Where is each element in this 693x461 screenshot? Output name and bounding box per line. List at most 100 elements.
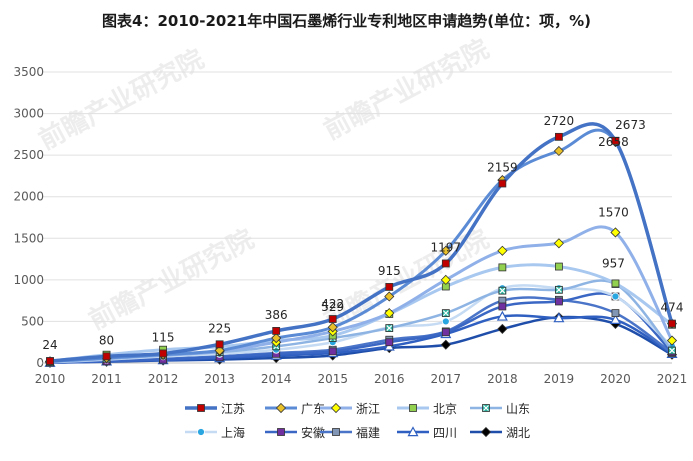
data-label: 2720: [544, 114, 575, 128]
x-tick-label: 2020: [600, 372, 631, 386]
legend-label: 上海: [221, 425, 245, 440]
watermark-text: 前瞻产业研究院: [34, 43, 209, 156]
axes: 0 500 1000 1500 2000 2500 3000 3500 2010 2011 2012…: [13, 65, 687, 386]
data-point-cross: [386, 325, 393, 332]
data-point: [553, 238, 564, 249]
data-label: 2159: [487, 160, 518, 174]
data-label: 529: [321, 300, 344, 314]
x-tick-label: 2019: [544, 372, 575, 386]
legend-item: 上海: [185, 425, 245, 440]
data-point: [496, 310, 508, 321]
data-label: 474: [661, 301, 684, 315]
legend-label: 四川: [433, 426, 457, 440]
data-point: [441, 328, 450, 337]
legend-marker: [275, 402, 287, 414]
data-point: [271, 332, 282, 344]
legend-item: 山东: [470, 402, 530, 416]
data-point: [440, 245, 451, 256]
data-label: 1570: [598, 205, 629, 219]
chart-title: 图表4：2010-2021年中国石墨烯行业专利地区申请趋势(单位：项，%): [102, 12, 591, 30]
y-tick-label: 2000: [13, 190, 44, 204]
data-point: [46, 357, 54, 365]
data-point-cross: [499, 287, 506, 294]
x-tick-label: 2017: [431, 372, 462, 386]
data-point: [440, 274, 451, 285]
legend-item: 北京: [397, 402, 457, 416]
x-tick-label: 2018: [487, 372, 518, 386]
legend-marker: [409, 404, 417, 412]
data-point: [611, 279, 620, 288]
data-point: [384, 308, 395, 319]
data-point-cross: [669, 347, 675, 354]
x-tick-label: 2012: [148, 372, 179, 386]
series-group: [44, 128, 678, 367]
legend-marker: [480, 426, 492, 438]
data-label: 422: [321, 297, 344, 311]
legend-marker-cross: [483, 405, 489, 411]
legend-label: 福建: [356, 425, 380, 440]
data-point: [553, 312, 565, 323]
legend-label: 北京: [433, 402, 457, 416]
x-tick-label: 2015: [317, 372, 348, 386]
x-tick-label: 2021: [657, 372, 688, 386]
legend-marker: [197, 428, 205, 436]
data-point: [215, 340, 224, 349]
data-point: [611, 309, 620, 318]
data-point: [611, 292, 620, 301]
data-point: [609, 314, 621, 324]
legend-marker: [330, 402, 342, 414]
data-label: 1197: [431, 240, 462, 254]
data-point: [327, 322, 338, 333]
x-tick-label: 2014: [261, 372, 292, 386]
data-point-cross: [442, 310, 449, 317]
data-label: 115: [152, 330, 175, 344]
data-point: [498, 179, 507, 188]
y-tick-label: 3500: [13, 65, 44, 79]
legend-item: 江苏: [185, 402, 245, 416]
y-tick-label: 0: [36, 356, 44, 370]
x-tick-label: 2011: [91, 372, 122, 386]
grid-lines: [42, 71, 672, 322]
series-lines: [44, 122, 678, 368]
data-label: 2673: [615, 118, 646, 132]
data-point: [272, 327, 281, 335]
data-point: [328, 347, 337, 356]
data-point: [610, 227, 621, 238]
data-point: [497, 245, 508, 256]
data-label: 225: [208, 321, 231, 335]
data-point: [385, 338, 394, 347]
y-tick-label: 1000: [13, 273, 44, 287]
legend-item: 浙江: [320, 402, 380, 416]
data-point: [498, 263, 507, 272]
legend-item: 四川: [397, 426, 457, 440]
y-tick-label: 2500: [13, 148, 44, 162]
legend-label: 湖北: [506, 425, 530, 440]
legend-marker: [197, 404, 205, 412]
legend-label: 广东: [301, 402, 325, 416]
data-point: [214, 345, 225, 356]
data-point: [611, 136, 620, 145]
data-label: 80: [99, 333, 114, 347]
data-point: [553, 145, 564, 157]
legend-label: 浙江: [356, 402, 380, 416]
data-point: [666, 335, 678, 346]
x-tick-label: 2016: [374, 372, 405, 386]
legend-item: 安徽: [265, 425, 325, 440]
data-point: [555, 132, 563, 141]
legend-item: 湖北: [470, 425, 530, 440]
series-group: [46, 122, 676, 365]
data-point: [159, 349, 167, 358]
legend-label: 江苏: [221, 402, 245, 416]
watermark-text: 前瞻产业研究院: [319, 33, 494, 146]
data-point: [441, 317, 450, 326]
legend-marker: [332, 428, 340, 436]
y-tick-label: 1500: [13, 231, 44, 245]
data-point: [328, 315, 337, 323]
data-point: [498, 302, 507, 311]
legend-marker: [407, 426, 419, 437]
data-point-cross: [555, 286, 562, 293]
